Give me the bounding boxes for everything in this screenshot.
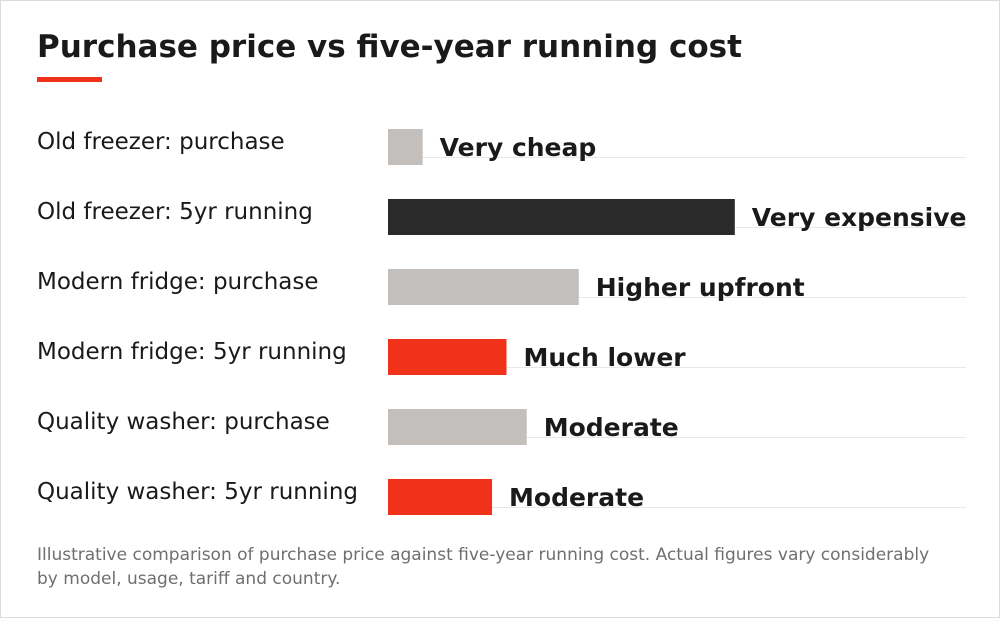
bar (388, 199, 735, 235)
chart-title: Purchase price vs five-year running cost (37, 29, 742, 65)
category-label: Quality washer: 5yr running (37, 479, 358, 505)
bar-value-label: Higher upfront (596, 273, 805, 302)
bar (388, 339, 507, 375)
category-label: Old freezer: 5yr running (37, 199, 313, 225)
bar-value-label: Very cheap (440, 133, 597, 162)
category-label: Old freezer: purchase (37, 129, 285, 155)
bar-value-label: Moderate (509, 483, 644, 512)
chart-note: Illustrative comparison of purchase pric… (37, 545, 930, 589)
category-label: Modern fridge: purchase (37, 269, 319, 295)
chart-rows: Old freezer: purchase Very cheap Old freez… (37, 129, 967, 515)
bar-value-label: Much lower (523, 343, 686, 372)
bar-value-label: Very expensive (752, 203, 967, 232)
title-accent-rule (37, 77, 102, 82)
category-label: Quality washer: purchase (37, 409, 330, 435)
bar (388, 409, 527, 445)
bar (388, 269, 579, 305)
bar (388, 479, 493, 515)
bar-chart: Old freezer: purchase Very cheap Old freez… (37, 129, 967, 515)
bar (388, 129, 423, 165)
bar-value-label: Moderate (544, 413, 679, 442)
category-label: Modern fridge: 5yr running (37, 339, 347, 365)
